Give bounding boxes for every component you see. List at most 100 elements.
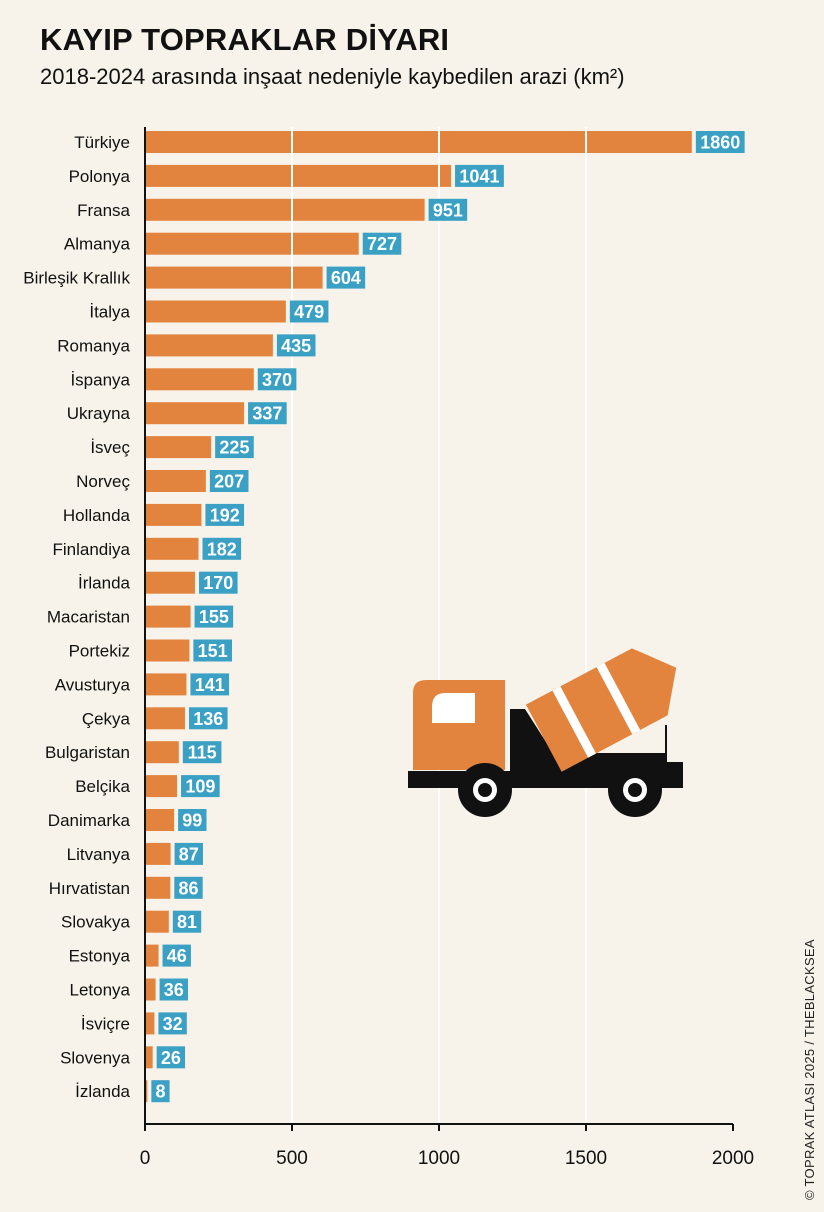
category-label: Slovakya [61,913,131,932]
value-label-box [151,1080,170,1103]
value-label: 170 [203,573,233,593]
category-label: Almanya [64,235,131,254]
value-label-box [158,1012,187,1035]
value-label: 225 [219,438,249,458]
category-label: İsviçre [81,1014,130,1033]
bar [145,232,359,255]
value-label-box [181,775,220,798]
bar [145,198,425,221]
bar [145,741,179,764]
category-label: Belçika [75,777,130,796]
bar [145,639,190,662]
value-label: 36 [164,980,184,1000]
category-label: Birleşik Krallık [23,269,130,288]
category-label: Türkiye [74,133,130,152]
category-label: İrlanda [78,574,131,593]
value-label-box [194,605,234,628]
value-label: 435 [281,336,311,356]
value-label: 32 [163,1014,183,1034]
value-label-box [202,537,242,560]
category-label: Polonya [69,167,131,186]
value-label: 26 [161,1048,181,1068]
bar [145,876,171,899]
value-label-box [182,741,222,764]
truck-window [432,693,475,723]
bar [145,368,254,391]
value-label-box [257,368,297,391]
value-label: 479 [294,302,324,322]
value-label-box [156,1046,186,1069]
value-label: 155 [199,607,229,627]
rear-wheel [608,763,662,817]
chart-title: KAYIP TOPRAKLAR DİYARI [40,22,450,57]
value-label-box [289,300,329,323]
value-label: 951 [433,200,463,220]
x-tick-label: 1500 [565,1148,607,1169]
value-label: 337 [252,404,282,424]
category-label: Danimarka [48,811,131,830]
value-label-box [209,470,249,492]
category-label: Letonya [70,981,131,1000]
bar [145,266,323,289]
value-label: 604 [331,268,361,288]
labels-layer: Türkiye 1860 Polonya 1041 Fransa 951 Almanya 72… [23,131,745,1103]
value-label: 136 [193,709,223,729]
grid-layer [291,127,587,1124]
value-label-box [190,673,230,696]
value-label: 86 [178,878,198,898]
category-label: Slovenya [60,1048,130,1067]
category-label: Portekiz [69,642,130,661]
category-label: Finlandiya [53,540,131,559]
bar [145,164,452,187]
category-label: Macaristan [47,608,130,627]
value-label: 1041 [459,166,499,186]
value-label: 370 [262,370,292,390]
category-label: Avusturya [55,675,131,694]
x-tick-label: 500 [276,1148,308,1169]
category-label: İtalya [89,303,130,322]
value-label: 46 [167,946,187,966]
bar [145,910,169,933]
value-label-box [695,131,745,153]
value-label: 109 [185,777,215,797]
bar [145,809,175,831]
bar [145,1012,155,1035]
value-label-box [172,910,202,933]
category-label: Hollanda [63,506,131,525]
bar [145,300,286,323]
bar [145,503,202,526]
value-label-box [326,266,366,289]
value-label-box [198,571,238,594]
value-label-box [455,164,504,187]
bars-layer [145,131,692,1103]
category-label: Ukrayna [67,404,131,423]
value-label-box [178,809,207,831]
bar [145,707,185,730]
value-label: 182 [207,539,237,559]
value-label-box [174,876,203,899]
value-label-box [248,402,287,425]
category-label: İsveç [90,438,130,457]
credit-text: © TOPRAK ATLASI 2025 / THEBLACKSEA [802,939,817,1200]
value-label: 8 [155,1082,165,1102]
bar [145,470,206,492]
x-tick-label: 0 [140,1148,151,1169]
category-label: Norveç [76,472,130,491]
chart-subtitle: 2018-2024 arasında inşaat nedeniyle kayb… [40,64,625,89]
bar [145,537,199,560]
bar [145,402,245,425]
value-label-box [215,436,254,459]
bar [145,842,171,865]
category-label: Estonya [69,947,131,966]
value-label: 207 [214,472,244,492]
front-wheel [458,763,512,817]
bar [145,978,156,1001]
bar [145,131,692,153]
axis-layer: 0 500 1000 1500 2000 [140,127,754,1169]
x-tick-label: 2000 [712,1148,754,1169]
bar [145,775,178,798]
value-label-box [159,978,188,1001]
category-label: İzlanda [75,1082,130,1101]
value-label-box [276,334,316,357]
